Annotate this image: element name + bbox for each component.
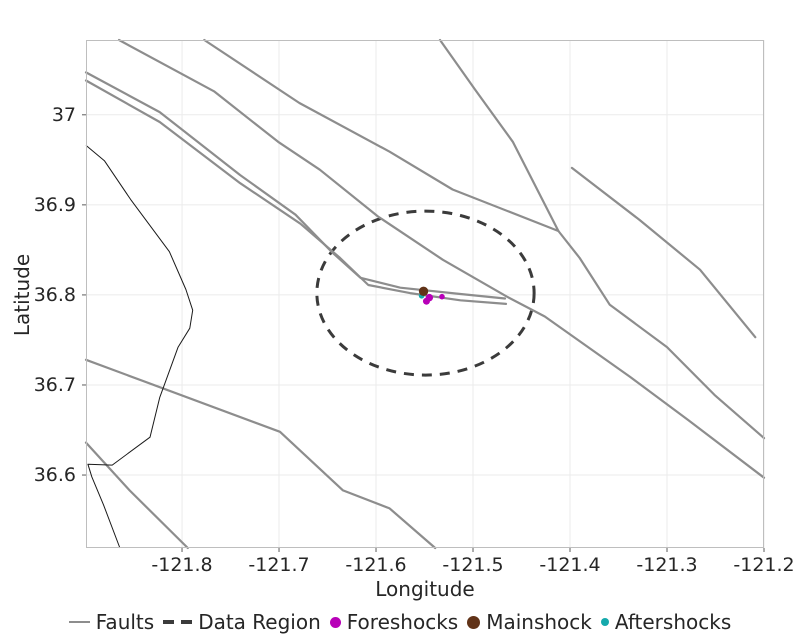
mainshock-dot-icon xyxy=(467,615,481,629)
plot-area xyxy=(82,38,766,552)
fault-line xyxy=(117,38,766,479)
x-tick-label: -121.5 xyxy=(442,554,504,576)
fault-line xyxy=(203,38,766,440)
legend-item-aftershocks: Aftershocks xyxy=(600,610,732,634)
x-tick-label: -121.4 xyxy=(539,554,601,576)
mainshock-point xyxy=(418,286,429,296)
x-tick-label: -121.3 xyxy=(636,554,698,576)
legend-label: Foreshocks xyxy=(346,610,459,634)
x-tick-label: -121.6 xyxy=(345,554,407,576)
x-axis-title: Longitude xyxy=(375,577,475,601)
foreshock-point xyxy=(439,293,445,300)
x-tick-label: -121.7 xyxy=(248,554,310,576)
y-tick-label: 36.6 xyxy=(33,464,76,487)
x-tick-label: -121.8 xyxy=(151,554,213,576)
aftershock-dot-icon xyxy=(600,618,609,626)
y-tick-label: 37 xyxy=(51,103,76,126)
fault-line xyxy=(84,358,437,550)
plot-svg xyxy=(82,38,766,552)
foreshock-point xyxy=(422,297,430,305)
plot-border xyxy=(86,40,764,548)
fault-line xyxy=(438,38,560,233)
data-region-ellipse xyxy=(315,209,536,377)
dashed-line-icon xyxy=(163,620,193,624)
legend-label: Aftershocks xyxy=(614,610,732,634)
legend-label: Mainshock xyxy=(486,610,592,634)
fault-line xyxy=(84,79,508,305)
legend-label: Faults xyxy=(95,610,155,634)
legend-label: Data Region xyxy=(198,610,321,634)
legend-item-data-region: Data Region xyxy=(163,610,321,634)
fault-line-icon xyxy=(68,620,90,624)
fault-line xyxy=(570,166,757,339)
y-tick-label: 36.8 xyxy=(33,283,76,306)
legend: Faults Data Region Foreshocks Mainshock … xyxy=(0,607,800,637)
foreshock-dot-icon xyxy=(329,616,341,628)
fault-line xyxy=(84,71,507,300)
legend-item-faults: Faults xyxy=(68,610,155,634)
x-tick-label: -121.2 xyxy=(733,554,795,576)
y-tick-label: 36.9 xyxy=(33,193,76,216)
legend-item-foreshocks: Foreshocks xyxy=(329,610,459,634)
fault-line xyxy=(84,441,189,550)
coastline xyxy=(85,145,194,549)
y-tick-label: 36.7 xyxy=(33,373,76,396)
legend-item-mainshock: Mainshock xyxy=(467,610,592,634)
